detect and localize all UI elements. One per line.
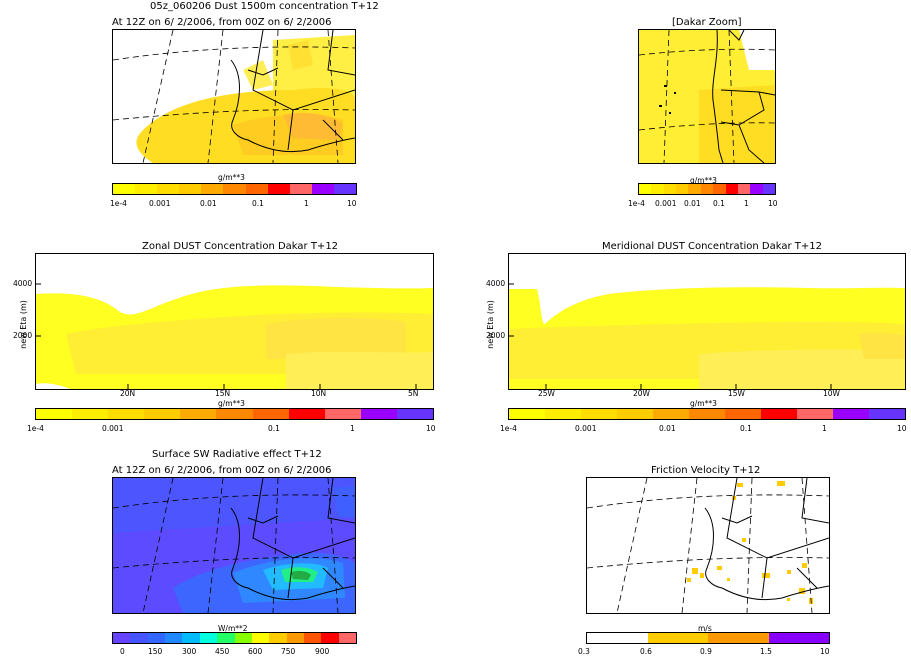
sw-tick-2: 300	[182, 647, 197, 656]
map1-dust-field	[113, 30, 355, 163]
meridional-tick-3: 0.1	[740, 424, 752, 433]
friction-tick-4: 10	[820, 647, 830, 656]
map1-tick-1: 0.001	[149, 199, 171, 208]
map1-tick-2: 0.01	[200, 199, 217, 208]
meridional-xtick-0: 25W	[538, 389, 555, 398]
zoom-dust-map	[638, 29, 776, 164]
map1-tick-5: 10	[347, 199, 357, 208]
zonal-xtick-3: 5N	[408, 389, 419, 398]
sw-tick-1: 150	[148, 647, 163, 656]
zoom-unit: g/m**3	[690, 176, 717, 185]
zonal-tick-3: 0.1	[268, 424, 280, 433]
map1-colorbar	[112, 183, 357, 195]
zonal-tick-1: 0.001	[102, 424, 124, 433]
zonal-dust-field	[36, 283, 433, 389]
friction-title: Friction Velocity T+12	[651, 465, 761, 476]
zoom-tick-5: 10	[768, 199, 778, 208]
zoom-dust-field	[639, 30, 775, 163]
zonal-title: Zonal DUST Concentration Dakar T+12	[142, 241, 339, 252]
meridional-xtick-1: 20W	[633, 389, 650, 398]
friction-velocity-field	[587, 478, 829, 613]
zonal-ytick-1: 2000	[13, 331, 33, 340]
meridional-section-plot	[508, 253, 906, 390]
zonal-tick-4: 1	[350, 424, 355, 433]
meridional-ytick-0: 4000	[486, 279, 506, 288]
sw-unit: W/m**2	[218, 624, 248, 633]
zonal-tick-0: 1e-4	[27, 424, 44, 433]
zonal-tick-5: 10	[426, 424, 436, 433]
sw-tick-6: 900	[315, 647, 330, 656]
map1-dust-map	[112, 29, 356, 164]
map1-title: 05z_060206 Dust 1500m concentration T+12	[150, 1, 379, 12]
map1-tick-4: 1	[304, 199, 309, 208]
zoom-tick-0: 1e-4	[628, 199, 645, 208]
friction-unit: m/s	[698, 624, 712, 633]
friction-colorbar	[586, 632, 830, 644]
sw-tick-4: 600	[248, 647, 263, 656]
meridional-tick-1: 0.001	[575, 424, 597, 433]
zoom-title: [Dakar Zoom]	[672, 17, 742, 28]
map1-unit: g/m**3	[218, 173, 245, 182]
sw-subtitle: At 12Z on 6/ 2/2006, from 00Z on 6/ 2/20…	[112, 465, 332, 476]
sw-title: Surface SW Radiative effect T+12	[152, 449, 322, 460]
zoom-tick-3: 0.1	[713, 199, 725, 208]
meridional-ylabel: new Eta (m)	[485, 300, 495, 349]
sw-tick-5: 750	[281, 647, 296, 656]
meridional-tick-0: 1e-4	[500, 424, 517, 433]
friction-tick-1: 0.6	[640, 647, 652, 656]
friction-velocity-map	[586, 477, 830, 614]
meridional-tick-5: 10	[897, 424, 907, 433]
sw-radiative-field	[113, 478, 355, 613]
meridional-title: Meridional DUST Concentration Dakar T+12	[602, 241, 822, 252]
meridional-xtick-2: 15W	[728, 389, 745, 398]
meridional-unit: g/m**3	[690, 399, 717, 408]
zonal-xtick-1: 15N	[215, 389, 231, 398]
meridional-colorbar	[508, 408, 906, 420]
zonal-ylabel: new Eta (m)	[18, 300, 28, 349]
sw-colorbar	[112, 632, 357, 644]
map1-tick-0: 1e-4	[110, 199, 127, 208]
zonal-colorbar	[35, 408, 434, 420]
meridional-ytick-1: 2000	[486, 331, 506, 340]
sw-tick-0: 0	[120, 647, 125, 656]
friction-tick-3: 1.5	[760, 647, 772, 656]
zonal-section-plot	[35, 253, 434, 390]
zoom-tick-4: 1	[744, 199, 749, 208]
sw-tick-3: 450	[215, 647, 230, 656]
meridional-tick-2: 0.01	[659, 424, 676, 433]
sw-radiative-map	[112, 477, 356, 614]
map1-subtitle: At 12Z on 6/ 2/2006, from 00Z on 6/ 2/20…	[112, 17, 332, 28]
zoom-colorbar	[638, 183, 776, 195]
friction-tick-2: 0.9	[700, 647, 712, 656]
zoom-tick-1: 0.001	[655, 199, 677, 208]
zonal-xtick-2: 10N	[311, 389, 327, 398]
map1-tick-3: 0.1	[252, 199, 264, 208]
zonal-unit: g/m**3	[218, 399, 245, 408]
meridional-tick-4: 1	[822, 424, 827, 433]
zonal-ytick-0: 4000	[13, 279, 33, 288]
zoom-tick-2: 0.01	[684, 199, 701, 208]
zonal-xtick-0: 20N	[120, 389, 136, 398]
meridional-xtick-3: 10W	[823, 389, 840, 398]
meridional-dust-field	[509, 283, 905, 389]
friction-tick-0: 0.3	[578, 647, 590, 656]
